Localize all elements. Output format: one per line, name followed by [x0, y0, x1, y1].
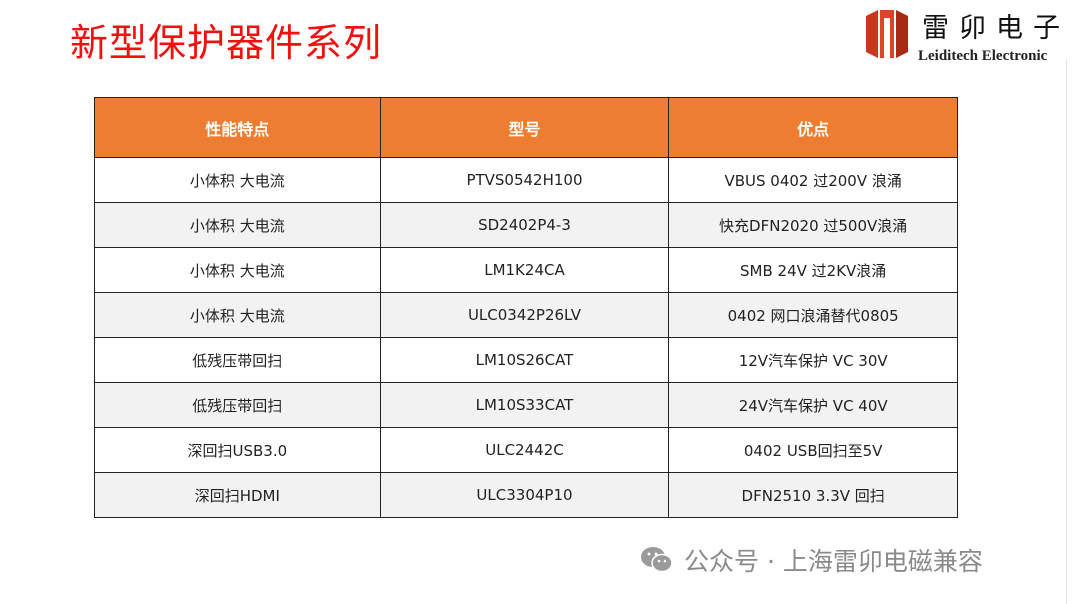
- cell-model: ULC0342P26LV: [379, 292, 670, 338]
- watermark-text: 公众号 · 上海雷卯电磁兼容: [684, 547, 983, 576]
- watermark: 公众号 · 上海雷卯电磁兼容: [640, 542, 983, 578]
- cell-feature: 小体积 大电流: [94, 157, 381, 203]
- table-row: 小体积 大电流 LM1K24CA SMB 24V 过2KV浪涌: [94, 247, 958, 293]
- slide-edge: [1066, 60, 1067, 604]
- logo-text-en: Leiditech Electronic: [918, 48, 1048, 64]
- table-row: 深回扫USB3.0 ULC2442C 0402 USB回扫至5V: [94, 427, 958, 473]
- cell-model: PTVS0542H100: [379, 157, 670, 203]
- cell-feature: 深回扫USB3.0: [94, 427, 381, 473]
- table-row: 小体积 大电流 PTVS0542H100 VBUS 0402 过200V 浪涌: [94, 157, 958, 203]
- table-row: 小体积 大电流 SD2402P4-3 快充DFN2020 过500V浪涌: [94, 202, 958, 248]
- cell-feature: 深回扫HDMI: [94, 472, 381, 518]
- cell-model: ULC2442C: [379, 427, 670, 473]
- table-row: 深回扫HDMI ULC3304P10 DFN2510 3.3V 回扫: [94, 472, 958, 518]
- table-header-row: 性能特点 型号 优点: [94, 97, 958, 158]
- cell-advantage: 12V汽车保护 VC 30V: [668, 337, 958, 383]
- product-table: 性能特点 型号 优点 小体积 大电流 PTVS0542H100 VBUS 0402 …: [94, 97, 958, 518]
- cell-model: SD2402P4-3: [379, 202, 670, 248]
- header-advantage: 优点: [668, 97, 958, 158]
- cell-model: LM1K24CA: [379, 247, 670, 293]
- cell-model: LM10S26CAT: [379, 337, 670, 383]
- cell-advantage: 0402 网口浪涌替代0805: [668, 292, 958, 338]
- cell-advantage: VBUS 0402 过200V 浪涌: [668, 157, 958, 203]
- table-row: 低残压带回扫 LM10S26CAT 12V汽车保护 VC 30V: [94, 337, 958, 383]
- cell-advantage: 0402 USB回扫至5V: [668, 427, 958, 473]
- logo-text-cn: 雷卯电子: [922, 13, 1070, 44]
- wechat-icon: [641, 547, 673, 573]
- cell-advantage: 24V汽车保护 VC 40V: [668, 382, 958, 428]
- cell-feature: 低残压带回扫: [94, 382, 381, 428]
- table-row: 小体积 大电流 ULC0342P26LV 0402 网口浪涌替代0805: [94, 292, 958, 338]
- cell-feature: 小体积 大电流: [94, 247, 381, 293]
- cell-model: LM10S33CAT: [379, 382, 670, 428]
- logo: 雷卯电子 Leiditech Electronic: [862, 4, 1080, 66]
- cell-model: ULC3304P10: [379, 472, 670, 518]
- cell-advantage: SMB 24V 过2KV浪涌: [668, 247, 958, 293]
- cell-feature: 低残压带回扫: [94, 337, 381, 383]
- header-model: 型号: [379, 97, 670, 158]
- page-title: 新型保护器件系列: [70, 21, 383, 65]
- table-row: 低残压带回扫 LM10S33CAT 24V汽车保护 VC 40V: [94, 382, 958, 428]
- leiditech-logo-icon: [866, 10, 908, 58]
- cell-feature: 小体积 大电流: [94, 202, 381, 248]
- cell-feature: 小体积 大电流: [94, 292, 381, 338]
- header-feature: 性能特点: [94, 97, 381, 158]
- cell-advantage: 快充DFN2020 过500V浪涌: [668, 202, 958, 248]
- cell-advantage: DFN2510 3.3V 回扫: [668, 472, 958, 518]
